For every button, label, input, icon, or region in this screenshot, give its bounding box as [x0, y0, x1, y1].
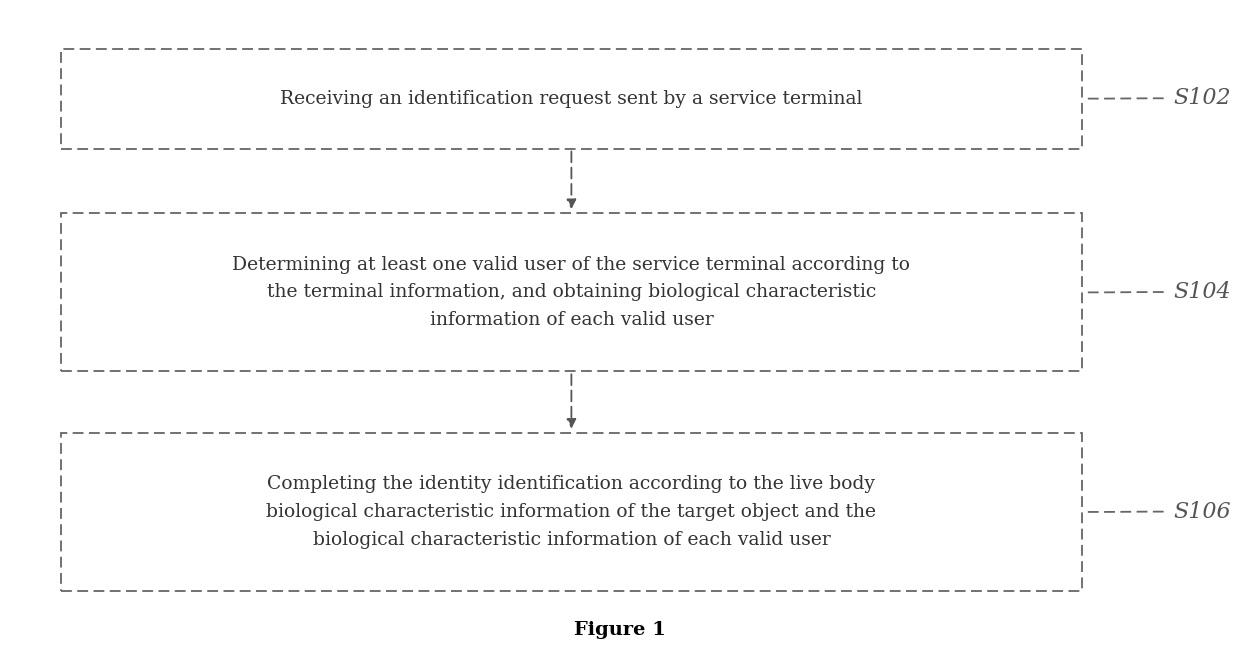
Text: S106: S106	[1173, 501, 1230, 523]
Text: Determining at least one valid user of the service terminal according to
the ter: Determining at least one valid user of t…	[232, 256, 910, 329]
Text: Figure 1: Figure 1	[574, 621, 666, 639]
Bar	[61, 433, 1081, 591]
Text: Receiving an identification request sent by a service terminal: Receiving an identification request sent…	[280, 90, 863, 107]
Bar	[61, 49, 1081, 149]
Text: S102: S102	[1173, 87, 1230, 109]
Text: S104: S104	[1173, 281, 1230, 303]
Bar	[61, 214, 1081, 372]
Text: Completing the identity identification according to the live body
biological cha: Completing the identity identification a…	[267, 475, 877, 549]
